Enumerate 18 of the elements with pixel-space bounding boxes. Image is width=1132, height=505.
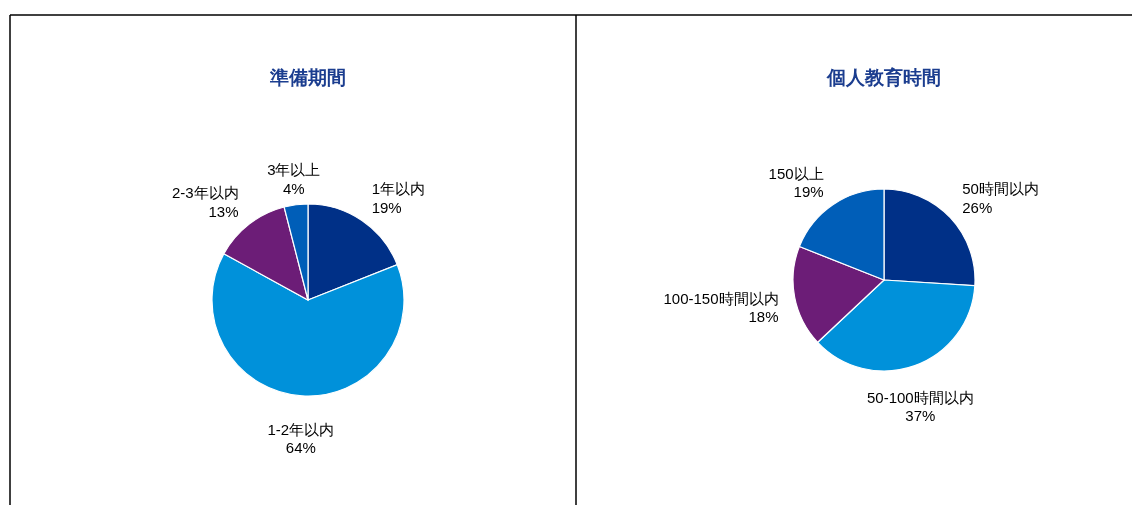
- slice-label: 50時間以内: [962, 179, 1039, 197]
- data-label: 13%: [208, 202, 239, 220]
- data-label: 19%: [793, 183, 824, 201]
- data-label: 4%: [282, 179, 305, 197]
- data-label: 26%: [962, 198, 993, 216]
- slice-label: 50-100時間以内: [867, 388, 974, 406]
- data-label: 19%: [371, 198, 402, 216]
- slice-label: 1-2年以内: [267, 420, 335, 438]
- data-label: 18%: [748, 308, 779, 326]
- slice-label: 1年以内: [371, 179, 426, 197]
- data-label: 64%: [285, 439, 316, 457]
- slice-label: 3年以上: [267, 161, 321, 179]
- slice-label: 2-3年以内: [171, 183, 239, 201]
- chart-title: 個人教育時間: [826, 67, 941, 88]
- slice-label: 150以上: [768, 164, 824, 182]
- data-label: 37%: [905, 407, 936, 425]
- chart-title: 準備期間: [269, 67, 346, 88]
- slice-label: 100-150時間以内: [663, 289, 779, 307]
